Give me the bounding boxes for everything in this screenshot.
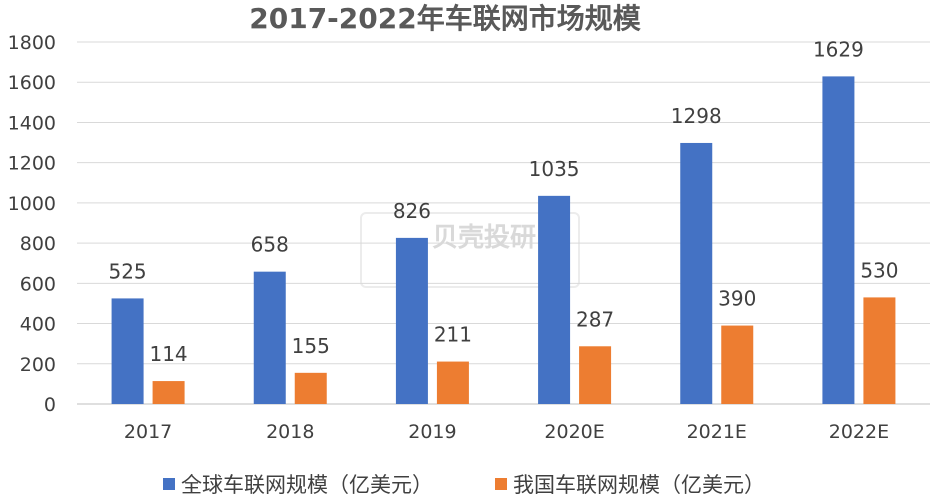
bar-china: [436, 361, 469, 404]
bar-china: [294, 372, 327, 404]
bar-global: [680, 142, 713, 405]
legend-item-china: 我国车联网规模（亿美元）: [495, 469, 765, 499]
y-tick-label: 200: [20, 354, 56, 376]
legend: 全球车联网规模（亿美元） 我国车联网规模（亿美元）: [163, 469, 765, 499]
watermark-logo: 贝壳投研: [360, 212, 580, 288]
legend-item-global: 全球车联网规模（亿美元）: [163, 469, 433, 499]
data-label: 826: [393, 199, 431, 223]
data-label: 155: [292, 334, 330, 358]
data-label: 1629: [813, 37, 864, 61]
bar-china: [863, 297, 896, 404]
bar-global: [538, 195, 571, 404]
x-tick-label: 2022E: [829, 421, 889, 443]
legend-label-china: 我国车联网规模（亿美元）: [513, 473, 765, 497]
bar-global: [395, 237, 428, 404]
bar-global: [111, 298, 144, 404]
bar-global: [822, 76, 855, 404]
data-label: 390: [718, 287, 756, 311]
y-tick-label: 1800: [8, 32, 56, 54]
legend-swatch-china: [495, 478, 507, 490]
y-tick-label: 1200: [8, 153, 56, 175]
data-label: 525: [108, 259, 146, 283]
legend-label-global: 全球车联网规模（亿美元）: [181, 473, 433, 497]
y-tick-label: 0: [44, 394, 56, 416]
y-tick-label: 800: [20, 233, 56, 255]
data-label: 114: [149, 342, 187, 366]
y-tick-label: 1000: [8, 193, 56, 215]
y-tick-label: 400: [20, 314, 56, 336]
bar-china: [721, 325, 754, 404]
data-label: 1298: [671, 104, 722, 128]
x-tick-label: 2017: [124, 421, 172, 443]
y-tick-label: 600: [20, 273, 56, 295]
y-tick-label: 1600: [8, 72, 56, 94]
x-tick-label: 2019: [408, 421, 456, 443]
bar-global: [253, 271, 286, 404]
x-tick-label: 2018: [266, 421, 314, 443]
data-label: 1035: [529, 157, 580, 181]
y-tick-label: 1400: [8, 112, 56, 134]
x-tick-label: 2021E: [687, 421, 747, 443]
data-label: 658: [251, 233, 289, 257]
data-label: 287: [576, 307, 614, 331]
data-label: 530: [860, 258, 898, 282]
legend-swatch-global: [163, 478, 175, 490]
bar-china: [579, 346, 612, 404]
chart-title: 2017-2022年车联网市场规模: [249, 2, 641, 35]
bar-china: [152, 381, 185, 404]
data-label: 211: [434, 323, 472, 347]
x-tick-label: 2020E: [544, 421, 604, 443]
